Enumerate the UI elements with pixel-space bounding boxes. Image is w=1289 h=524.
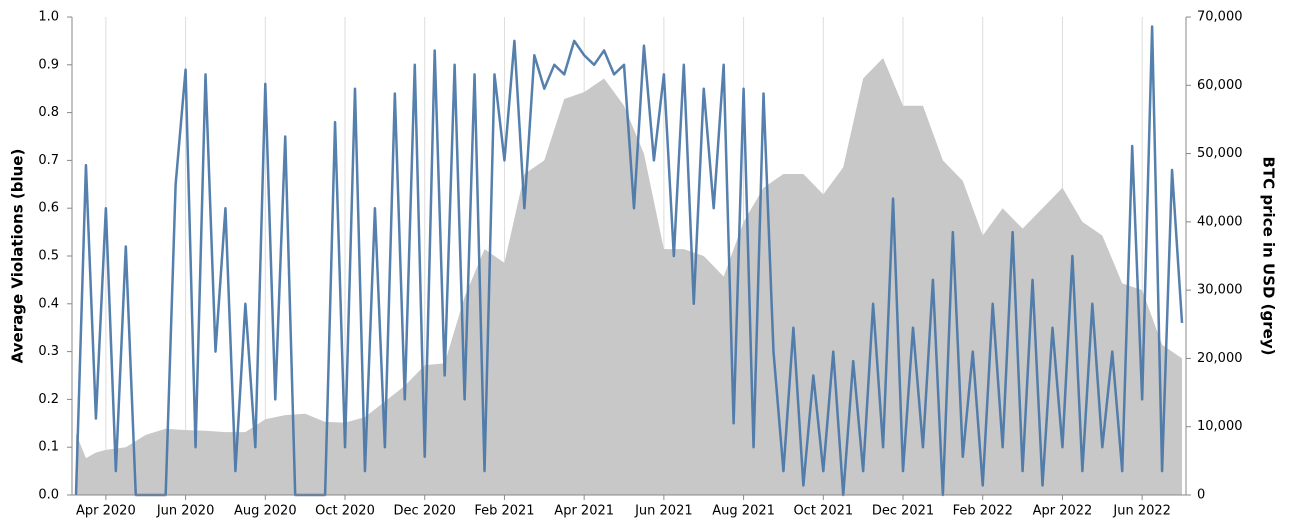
y-tick-label: 0.9: [38, 57, 59, 72]
x-tick-label: Oct 2020: [315, 504, 375, 519]
y2-tick-label: 0: [1197, 488, 1205, 503]
price-area: [75, 57, 1183, 495]
y-tick-label: 1.0: [38, 10, 59, 25]
y2-tick-label: 60,000: [1197, 78, 1243, 93]
y2-tick-label: 10,000: [1197, 419, 1243, 434]
x-tick-label: Apr 2022: [1033, 504, 1093, 519]
y2-tick-label: 30,000: [1197, 283, 1243, 298]
x-tick-label: Apr 2020: [76, 504, 136, 519]
y2-tick-label: 70,000: [1197, 10, 1243, 25]
y2-tick-label: 40,000: [1197, 214, 1243, 229]
y-tick-label: 0.0: [38, 488, 59, 503]
x-tick-label: Jun 2021: [634, 504, 693, 519]
violations-line: [74, 25, 1184, 497]
x-tick-label: Aug 2020: [234, 504, 297, 519]
y-tick-label: 0.7: [38, 153, 59, 168]
x-tick-label: Dec 2021: [872, 504, 934, 519]
x-tick-label: Feb 2022: [953, 504, 1013, 519]
x-tick-label: Feb 2021: [474, 504, 534, 519]
y-tick-label: 0.6: [38, 201, 59, 216]
y2-axis-title: BTC price in USD (grey): [1260, 157, 1278, 356]
x-tick-label: Aug 2021: [712, 504, 775, 519]
y-tick-label: 0.3: [38, 344, 59, 359]
x-tick-label: Jun 2022: [1112, 504, 1171, 519]
x-tick-label: Dec 2020: [394, 504, 456, 519]
x-tick-label: Apr 2021: [554, 504, 614, 519]
x-tick-label: Jun 2020: [156, 504, 215, 519]
y-axis-title: Average Violations (blue): [9, 149, 27, 364]
y-tick-label: 0.1: [38, 440, 59, 455]
y2-tick-label: 50,000: [1197, 146, 1243, 161]
y-tick-label: 0.8: [38, 105, 59, 120]
y-tick-label: 0.2: [38, 392, 59, 407]
y-tick-label: 0.5: [38, 249, 59, 264]
x-tick-label: Oct 2021: [793, 504, 853, 519]
y-tick-label: 0.4: [38, 296, 59, 311]
y2-tick-label: 20,000: [1197, 351, 1243, 366]
